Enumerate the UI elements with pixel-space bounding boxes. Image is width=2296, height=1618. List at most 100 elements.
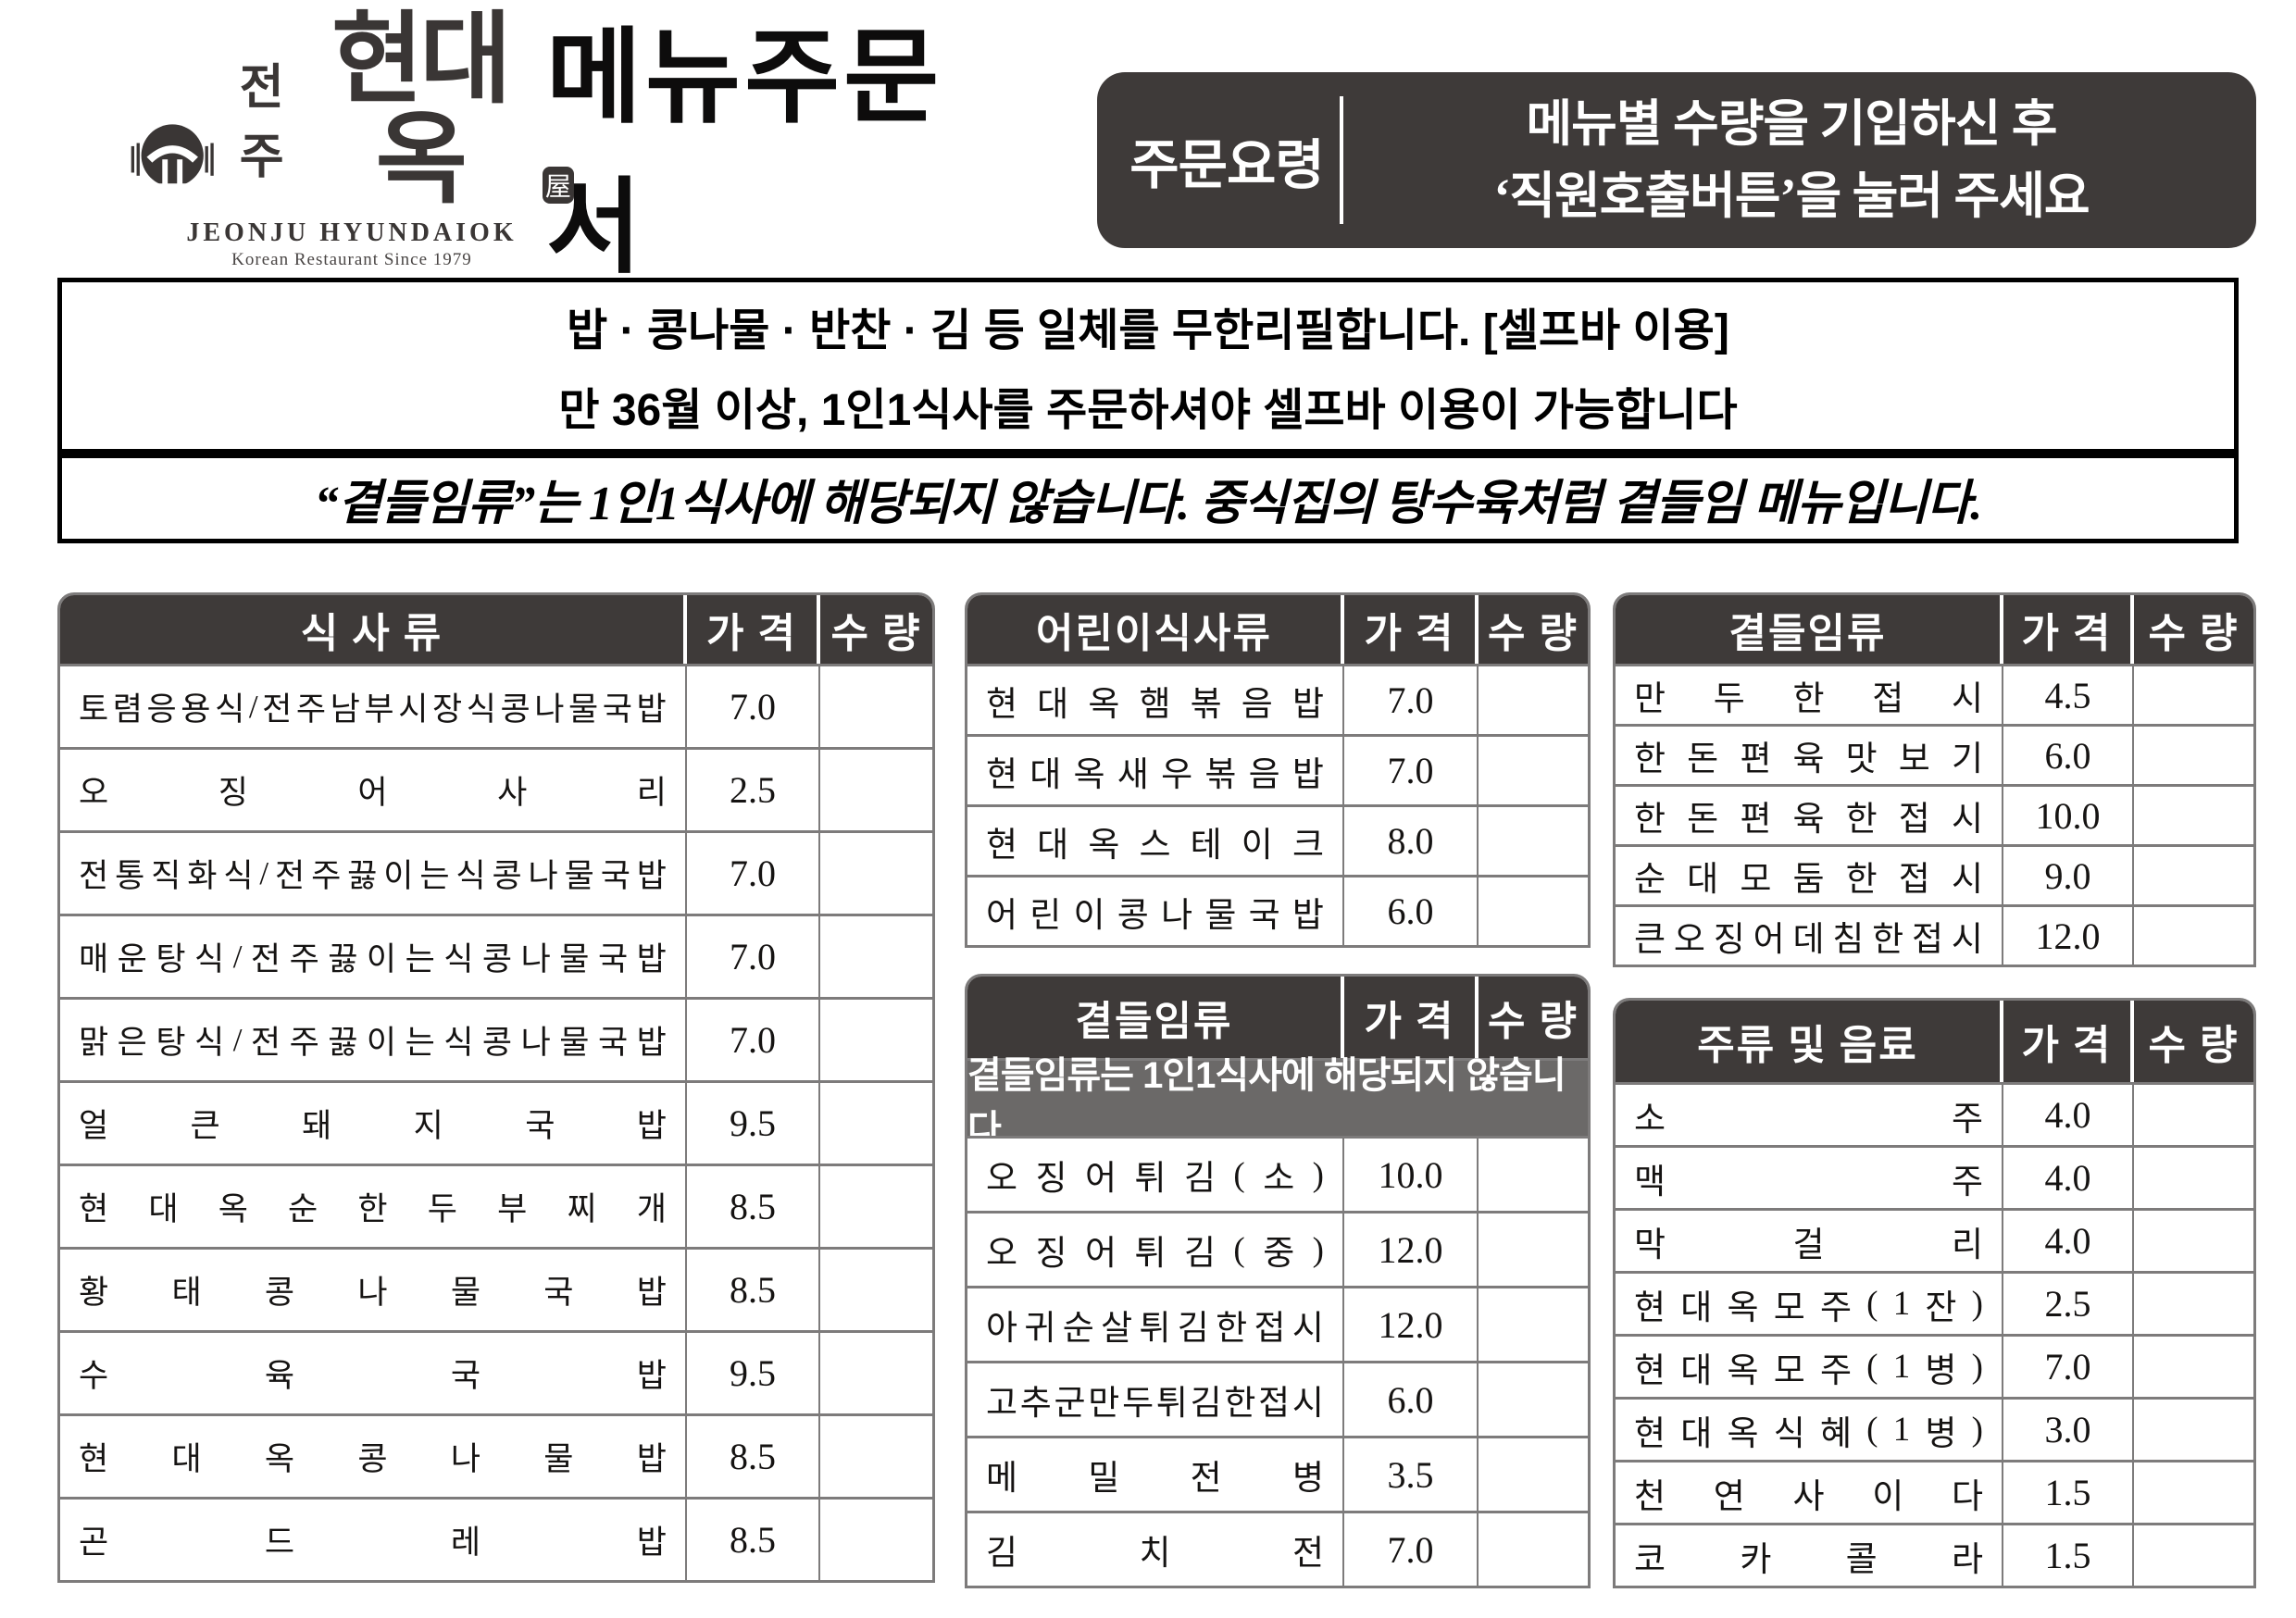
- item-price: 12.0: [1344, 1286, 1479, 1361]
- quantity-input-cell[interactable]: [1479, 875, 1588, 945]
- item-price: 4.5: [2003, 664, 2134, 724]
- quantity-input-cell[interactable]: [2134, 784, 2253, 844]
- quantity-input-cell[interactable]: [2134, 1397, 2253, 1460]
- quantity-input-cell[interactable]: [820, 664, 932, 747]
- quantity-column-header: 수 량: [2134, 595, 2253, 664]
- order-instructions-line2: ‘직원호출버튼’을 눌러 주세요: [1493, 168, 2090, 224]
- item-name: 전 통 직 화 식 / 전 주 끓 이 는 식 콩 나 물 국 밥: [60, 830, 687, 914]
- item-price: 12.0: [1344, 1211, 1479, 1286]
- quantity-input-cell[interactable]: [820, 1080, 932, 1164]
- quantity-input-cell[interactable]: [820, 830, 932, 914]
- quantity-input-cell[interactable]: [2134, 1523, 2253, 1586]
- item-price: 1.5: [2003, 1460, 2134, 1523]
- item-price: 6.0: [2003, 724, 2134, 784]
- item-name: 현 대 옥 모 주(1 병): [1616, 1334, 2003, 1397]
- quantity-input-cell[interactable]: [820, 914, 932, 997]
- side-dish-notice-box: “곁들임류”는 1인1식사에 해당되지 않습니다. 중식집의 탕수육처럼 곁들임…: [57, 454, 2239, 543]
- item-price: 1.5: [2003, 1523, 2134, 1586]
- quantity-input-cell[interactable]: [2134, 664, 2253, 724]
- selfbar-notice-box: 밥 · 콩나물 · 반찬 · 김 등 일체를 무한리필합니다. [셀프바 이용]…: [57, 278, 2239, 454]
- quantity-input-cell[interactable]: [2134, 844, 2253, 904]
- quantity-input-cell[interactable]: [820, 1413, 932, 1497]
- quantity-input-cell[interactable]: [1479, 1211, 1588, 1286]
- item-name: 오 징 어 튀 김(소): [967, 1136, 1344, 1211]
- item-price: 3.5: [1344, 1436, 1479, 1511]
- item-price: 12.0: [2003, 904, 2134, 965]
- quantity-input-cell[interactable]: [820, 1247, 932, 1330]
- item-price: 9.5: [687, 1330, 820, 1413]
- quantity-input-cell[interactable]: [1479, 1361, 1588, 1436]
- quantity-input-cell[interactable]: [820, 747, 932, 830]
- quantity-input-cell[interactable]: [2134, 904, 2253, 965]
- side-dish-notice-row: 곁들임류는 1인1식사에 해당되지 않습니다.: [967, 1055, 1588, 1150]
- item-price: 2.5: [2003, 1271, 2134, 1334]
- item-price: 9.5: [687, 1080, 820, 1164]
- quantity-input-cell[interactable]: [820, 1164, 932, 1247]
- item-price: 8.5: [687, 1413, 820, 1497]
- quantity-input-cell[interactable]: [1479, 804, 1588, 875]
- item-price: 4.0: [2003, 1082, 2134, 1145]
- item-price: 2.5: [687, 747, 820, 830]
- quantity-input-cell[interactable]: [1479, 1136, 1588, 1211]
- side-dish-notice-text: “곁들임류”는 1인1식사에 해당되지 않습니다. 중식집의 탕수육처럼 곁들임…: [314, 478, 1983, 530]
- item-price: 6.0: [1344, 875, 1479, 945]
- item-price: 7.0: [687, 997, 820, 1080]
- quantity-input-cell[interactable]: [2134, 1145, 2253, 1208]
- quantity-input-cell[interactable]: [2134, 1334, 2253, 1397]
- item-name: 현 대 옥 식 혜(1 병): [1616, 1397, 2003, 1460]
- quantity-input-cell[interactable]: [2134, 1460, 2253, 1523]
- logo-tagline: Korean Restaurant Since 1979: [231, 250, 472, 269]
- quantity-column-header: 수 량: [2134, 1001, 2253, 1082]
- item-price: 8.5: [687, 1247, 820, 1330]
- quantity-input-cell[interactable]: [820, 1497, 932, 1580]
- item-price: 4.0: [2003, 1145, 2134, 1208]
- item-price: 10.0: [1344, 1136, 1479, 1211]
- quantity-input-cell[interactable]: [1479, 1286, 1588, 1361]
- item-name: 현 대 옥 모 주(1 잔): [1616, 1271, 2003, 1334]
- item-price: 7.0: [2003, 1334, 2134, 1397]
- table-title: 곁들임류: [967, 977, 1344, 1058]
- order-instructions-label: 주문요령: [1129, 135, 1324, 195]
- quantity-input-cell[interactable]: [1479, 664, 1588, 734]
- item-name: 맑 은 탕 식 / 전 주 끓 이 는 식 콩 나 물 국 밥: [60, 997, 687, 1080]
- item-price: 7.0: [1344, 734, 1479, 804]
- logo-city-text: 전주: [239, 62, 284, 184]
- quantity-input-cell[interactable]: [820, 1330, 932, 1413]
- item-price: 8.0: [1344, 804, 1479, 875]
- logo-seal-stamp: 屋: [542, 167, 574, 204]
- table-title: 식 사 류: [60, 595, 687, 664]
- quantity-input-cell[interactable]: [2134, 1208, 2253, 1271]
- quantity-column-header: 수 량: [1479, 595, 1588, 664]
- quantity-input-cell[interactable]: [1479, 1436, 1588, 1511]
- quantity-input-cell[interactable]: [2134, 724, 2253, 784]
- table-title: 어린이식사류: [967, 595, 1344, 664]
- quantity-input-cell[interactable]: [1479, 1511, 1588, 1586]
- quantity-input-cell[interactable]: [2134, 1271, 2253, 1334]
- price-column-header: 가 격: [1344, 977, 1479, 1058]
- quantity-input-cell[interactable]: [820, 997, 932, 1080]
- item-name: 오 징 어 튀 김(중): [967, 1211, 1344, 1286]
- item-price: 4.0: [2003, 1208, 2134, 1271]
- order-instructions-box: 주문요령 메뉴별 수량을 기입하신 후 ‘직원호출버튼’을 눌러 주세요: [1097, 72, 2256, 248]
- item-price: 7.0: [1344, 1511, 1479, 1586]
- item-price: 7.0: [687, 914, 820, 997]
- quantity-input-cell[interactable]: [1479, 734, 1588, 804]
- quantity-input-cell[interactable]: [2134, 1082, 2253, 1145]
